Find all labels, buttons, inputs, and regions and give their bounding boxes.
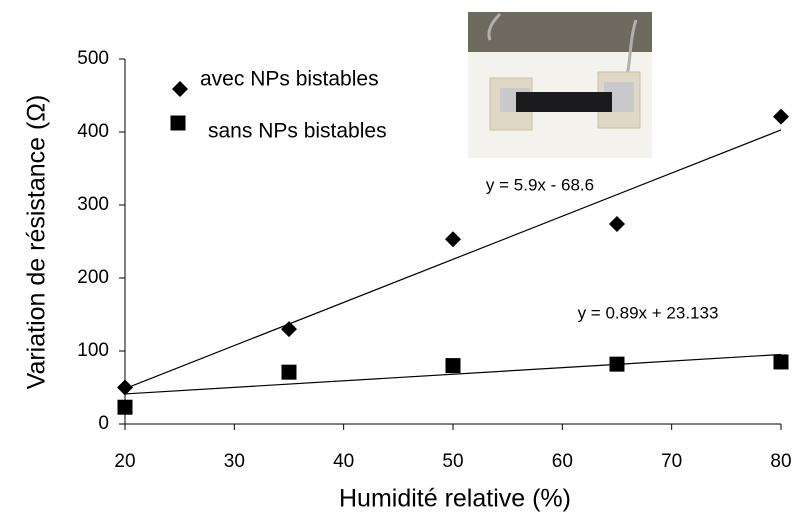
y-axis-title: Variation de résistance (Ω) (23, 95, 51, 390)
legend-marker (170, 115, 186, 131)
y-tick-label: 200 (77, 267, 109, 288)
inset-photo (468, 12, 652, 158)
x-tick-label: 20 (114, 451, 135, 472)
legend-label: avec NPs bistables (200, 68, 379, 91)
x-tick-label: 30 (224, 451, 245, 472)
y-tick-label: 300 (77, 194, 109, 215)
point (773, 108, 789, 125)
x-tick-label: 50 (442, 451, 463, 472)
x-tick-label: 40 (333, 451, 354, 472)
y-tick-label: 100 (77, 340, 109, 361)
x-tick-label: 80 (770, 451, 791, 472)
x-axis-title: Humidité relative (%) (339, 485, 571, 513)
point (281, 321, 297, 338)
point (445, 358, 461, 374)
point (609, 356, 625, 372)
legend-marker (172, 81, 188, 97)
trendline (124, 353, 782, 395)
point (117, 399, 133, 415)
x-tick-label: 60 (552, 451, 573, 472)
y-tick-label: 0 (98, 413, 109, 434)
legend-label: sans NPs bistables (208, 120, 387, 143)
y-tick-label: 400 (77, 121, 109, 142)
point (609, 215, 625, 232)
point (281, 364, 297, 380)
y-tick-label: 500 (77, 48, 109, 69)
point (117, 379, 133, 396)
trend-equation: y = 5.9x - 68.6 (486, 175, 594, 194)
point (445, 231, 461, 248)
x-tick-label: 70 (661, 451, 682, 472)
trend-equation: y = 0.89x + 23.133 (578, 303, 719, 322)
trendline (124, 129, 782, 390)
point (773, 354, 789, 370)
